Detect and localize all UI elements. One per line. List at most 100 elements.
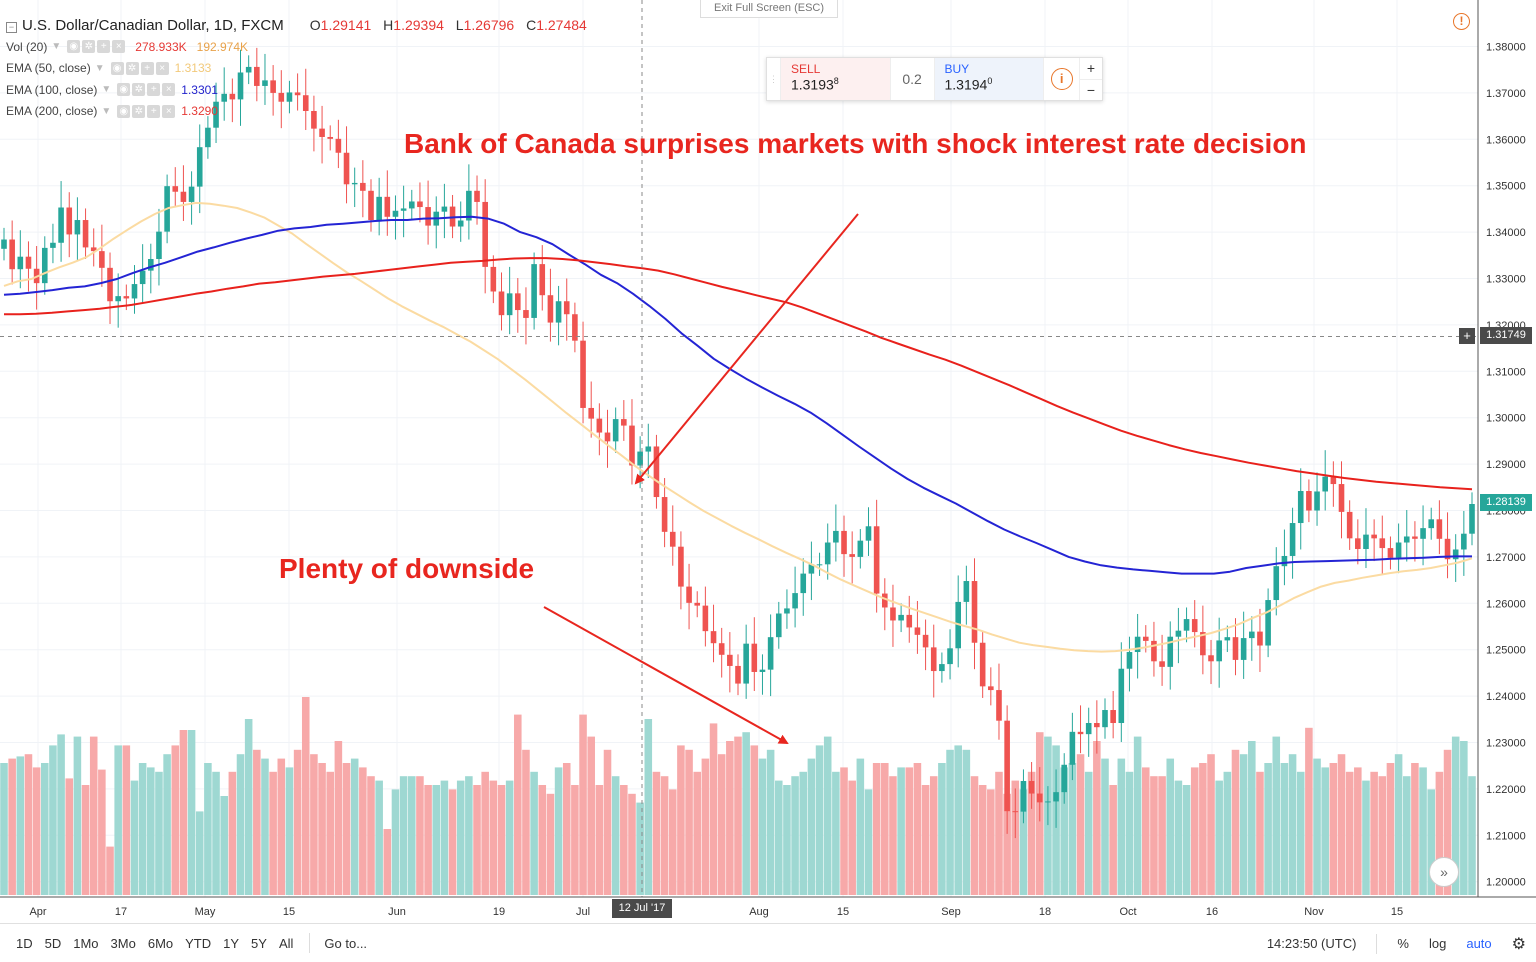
- eye-icon[interactable]: ◉: [67, 40, 81, 54]
- caret-icon[interactable]: ▼: [94, 62, 105, 74]
- indicator-controls[interactable]: ◉ ✲ + ×: [117, 83, 176, 97]
- timeframe-5y[interactable]: 5Y: [251, 935, 267, 951]
- x-tick-label: 16: [1206, 906, 1218, 918]
- candle-body: [865, 526, 872, 541]
- exit-fullscreen-button[interactable]: Exit Full Screen (ESC): [700, 0, 838, 18]
- candle-body: [531, 264, 537, 318]
- settings-icon[interactable]: ✲: [132, 83, 146, 97]
- candle-body: [1159, 661, 1165, 667]
- candle-body: [441, 206, 448, 212]
- buy-button[interactable]: BUY 1.31940: [934, 58, 1045, 100]
- volume-bar: [522, 749, 530, 895]
- remove-icon[interactable]: ×: [162, 104, 176, 118]
- log-toggle[interactable]: log: [1428, 936, 1447, 951]
- caret-icon[interactable]: ▼: [101, 105, 112, 117]
- volume-bar: [1419, 767, 1427, 895]
- candle-body: [156, 231, 162, 260]
- volume-bar: [1256, 771, 1264, 895]
- volume-bar: [1451, 736, 1460, 895]
- trade-panel: ⋮ SELL 1.31938 0.2 BUY 1.31940 i + −: [766, 57, 1103, 101]
- x-tick-label: 15: [283, 906, 295, 918]
- candle-body: [1346, 511, 1353, 539]
- eye-icon[interactable]: ◉: [117, 83, 131, 97]
- indicator-controls[interactable]: ◉ ✲ + ×: [117, 104, 176, 118]
- settings-icon[interactable]: ✲: [125, 61, 139, 75]
- settings-icon[interactable]: ✲: [132, 104, 146, 118]
- gear-icon[interactable]: ⚙: [1511, 935, 1526, 953]
- volume-bar: [709, 723, 718, 895]
- remove-icon[interactable]: ×: [155, 61, 169, 75]
- candle-body: [686, 586, 692, 603]
- sell-button[interactable]: SELL 1.31938: [780, 58, 891, 100]
- volume-bar: [0, 763, 8, 895]
- symbol-title[interactable]: − U.S. Dollar/Canadian Dollar, 1D, FXCM: [6, 17, 284, 34]
- drag-handle-icon[interactable]: ⋮: [767, 58, 781, 100]
- timeframe-6mo[interactable]: 6Mo: [147, 935, 174, 951]
- alert-icon[interactable]: !: [1453, 13, 1470, 30]
- chart-canvas[interactable]: 1.38000 1.37000 1.36000 1.35000 1.34000 1.330…: [0, 0, 1536, 923]
- volume-bar: [261, 758, 269, 895]
- candle-body: [1403, 536, 1410, 543]
- candle-body: [1045, 801, 1051, 803]
- timeframe-5d[interactable]: 5D: [44, 935, 62, 951]
- buy-price: 1.31940: [944, 76, 993, 93]
- legend-vol-row[interactable]: Vol (20) ▼ ◉ ✲ + × 278.933K 192.974K: [6, 39, 249, 54]
- candle-body: [319, 128, 325, 137]
- legend-ema50-row[interactable]: EMA (50, close) ▼ ◉ ✲ + × 1.3133: [6, 61, 212, 76]
- add-icon[interactable]: +: [140, 61, 154, 75]
- timeframe-all[interactable]: All: [278, 935, 294, 951]
- candle-body: [99, 251, 105, 268]
- add-icon[interactable]: +: [147, 104, 161, 118]
- collapse-icon[interactable]: −: [6, 21, 17, 33]
- plus-button[interactable]: +: [1080, 58, 1102, 80]
- candle-body: [17, 256, 24, 270]
- timeframe-1mo[interactable]: 1Mo: [73, 935, 99, 951]
- legend-ema200-row[interactable]: EMA (200, close) ▼ ◉ ✲ + × 1.3290: [6, 104, 218, 119]
- volume-bar: [81, 785, 90, 895]
- auto-toggle[interactable]: auto: [1466, 936, 1492, 951]
- candle-body: [653, 446, 660, 498]
- add-icon[interactable]: +: [97, 40, 111, 54]
- scroll-to-realtime-button[interactable]: »: [1429, 857, 1459, 887]
- add-line-icon[interactable]: +: [1459, 328, 1475, 344]
- volume-bar: [726, 741, 734, 895]
- x-tick-label: May: [195, 906, 216, 918]
- candle-body: [669, 531, 676, 547]
- volume-bar: [1378, 776, 1387, 895]
- remove-icon[interactable]: ×: [112, 40, 126, 54]
- eye-icon[interactable]: ◉: [117, 104, 131, 118]
- timeframe-1y[interactable]: 1Y: [223, 935, 240, 951]
- goto-button[interactable]: Go to...: [324, 935, 368, 951]
- candle-body: [555, 301, 562, 323]
- add-icon[interactable]: +: [147, 83, 161, 97]
- eye-icon[interactable]: ◉: [110, 61, 124, 75]
- timeframe-3mo[interactable]: 3Mo: [110, 935, 136, 951]
- candle-body: [327, 136, 334, 139]
- caret-icon[interactable]: ▼: [51, 41, 62, 53]
- candle-body: [1142, 636, 1149, 641]
- timeframe-ytd[interactable]: YTD: [185, 935, 212, 951]
- info-button[interactable]: i: [1044, 58, 1081, 100]
- ema-lines: [3, 201, 1473, 653]
- remove-icon[interactable]: ×: [162, 83, 176, 97]
- candle-body: [1420, 528, 1426, 539]
- caret-icon[interactable]: ▼: [101, 84, 112, 96]
- percent-toggle[interactable]: %: [1397, 936, 1409, 951]
- settings-icon[interactable]: ✲: [82, 40, 96, 54]
- timeframe-1d[interactable]: 1D: [16, 935, 33, 951]
- y-tick-label: 1.29000: [1486, 459, 1526, 471]
- volume-bar: [253, 749, 261, 895]
- volume-bar: [1329, 763, 1338, 895]
- minus-button[interactable]: −: [1086, 81, 1096, 98]
- volume-bar: [204, 763, 212, 895]
- indicator-controls[interactable]: ◉ ✲ + ×: [110, 61, 169, 75]
- legend-ema100-row[interactable]: EMA (100, close) ▼ ◉ ✲ + × 1.3301: [6, 82, 218, 97]
- indicator-controls[interactable]: ◉ ✲ + ×: [67, 40, 126, 54]
- candle-body: [131, 284, 138, 299]
- candle-body: [841, 530, 847, 555]
- volume-bar: [1174, 780, 1183, 895]
- volume-bar: [1060, 767, 1068, 895]
- candle-body: [661, 497, 668, 532]
- x-tick-label: Apr: [29, 906, 46, 918]
- volume-bar: [465, 776, 473, 895]
